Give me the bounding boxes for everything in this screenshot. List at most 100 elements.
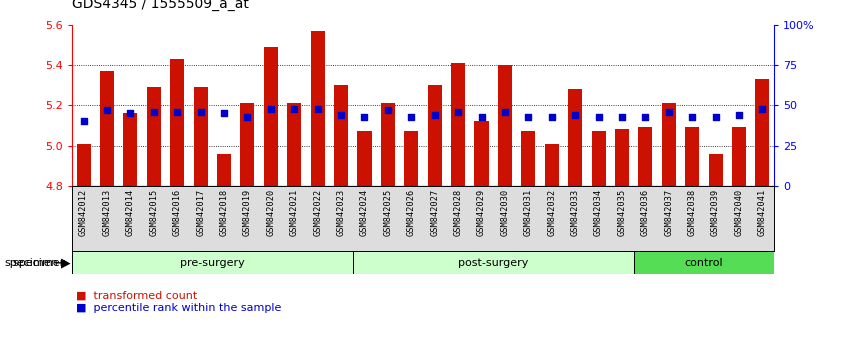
Point bbox=[615, 114, 629, 119]
Text: GSM842020: GSM842020 bbox=[266, 188, 275, 236]
Text: GSM842025: GSM842025 bbox=[383, 188, 393, 236]
Bar bbox=[521, 131, 536, 186]
Text: GSM842017: GSM842017 bbox=[196, 188, 205, 236]
Bar bbox=[358, 131, 371, 186]
Point bbox=[311, 106, 325, 112]
Text: ■  transformed count: ■ transformed count bbox=[76, 291, 197, 301]
Point bbox=[521, 114, 536, 119]
Bar bbox=[685, 127, 699, 186]
Bar bbox=[545, 144, 558, 186]
Bar bbox=[288, 103, 301, 186]
Text: GSM842040: GSM842040 bbox=[734, 188, 744, 236]
Text: GSM842026: GSM842026 bbox=[407, 188, 415, 236]
Text: GSM842038: GSM842038 bbox=[688, 188, 696, 236]
Bar bbox=[170, 59, 184, 186]
Text: specimen: specimen bbox=[4, 258, 58, 268]
Bar bbox=[591, 131, 606, 186]
Bar bbox=[124, 113, 137, 186]
Bar bbox=[498, 65, 512, 186]
Bar bbox=[147, 87, 161, 186]
Point bbox=[358, 114, 371, 119]
Point bbox=[733, 112, 746, 118]
Bar bbox=[240, 103, 255, 186]
Text: control: control bbox=[684, 258, 723, 268]
Point bbox=[100, 107, 113, 113]
Text: ▶: ▶ bbox=[61, 256, 70, 269]
Text: GSM842041: GSM842041 bbox=[758, 188, 766, 236]
Bar bbox=[709, 154, 722, 186]
Bar bbox=[194, 87, 207, 186]
Text: GSM842031: GSM842031 bbox=[524, 188, 533, 236]
Point bbox=[381, 107, 394, 113]
Point bbox=[334, 112, 348, 118]
Bar bbox=[634, 251, 774, 274]
Point bbox=[288, 106, 301, 112]
Text: pre-surgery: pre-surgery bbox=[180, 258, 244, 268]
Text: GSM842015: GSM842015 bbox=[150, 188, 158, 236]
Bar bbox=[77, 144, 91, 186]
Text: GSM842034: GSM842034 bbox=[594, 188, 603, 236]
Point bbox=[194, 109, 207, 115]
Text: GSM842035: GSM842035 bbox=[618, 188, 626, 236]
Bar bbox=[662, 103, 676, 186]
Text: GSM842023: GSM842023 bbox=[337, 188, 345, 236]
Point bbox=[452, 109, 465, 115]
Bar bbox=[334, 85, 348, 186]
Bar bbox=[428, 85, 442, 186]
Point bbox=[709, 114, 722, 119]
Point bbox=[404, 114, 418, 119]
Point bbox=[569, 112, 582, 118]
Point bbox=[639, 114, 652, 119]
Text: GSM842029: GSM842029 bbox=[477, 188, 486, 236]
Point bbox=[591, 114, 605, 119]
Text: GSM842028: GSM842028 bbox=[453, 188, 463, 236]
Bar bbox=[100, 71, 114, 186]
Bar bbox=[615, 130, 629, 186]
Point bbox=[685, 114, 699, 119]
Point bbox=[217, 110, 231, 116]
Text: GSM842021: GSM842021 bbox=[290, 188, 299, 236]
Text: GSM842030: GSM842030 bbox=[501, 188, 509, 236]
Text: GSM842037: GSM842037 bbox=[664, 188, 673, 236]
Bar bbox=[569, 89, 582, 186]
Bar bbox=[732, 127, 746, 186]
Point bbox=[755, 106, 769, 112]
Text: GSM842039: GSM842039 bbox=[711, 188, 720, 236]
Text: GSM842016: GSM842016 bbox=[173, 188, 182, 236]
Point bbox=[545, 114, 558, 119]
Text: GSM842022: GSM842022 bbox=[313, 188, 322, 236]
Text: GSM842033: GSM842033 bbox=[571, 188, 580, 236]
Point bbox=[240, 114, 254, 119]
Text: GSM842027: GSM842027 bbox=[431, 188, 439, 236]
Point bbox=[147, 109, 161, 115]
Text: GSM842024: GSM842024 bbox=[360, 188, 369, 236]
Point bbox=[662, 109, 675, 115]
Bar bbox=[755, 79, 769, 186]
Point bbox=[498, 109, 512, 115]
Bar bbox=[451, 63, 465, 186]
Bar bbox=[475, 121, 488, 186]
Point bbox=[264, 106, 277, 112]
Text: GSM842014: GSM842014 bbox=[126, 188, 135, 236]
Bar bbox=[639, 127, 652, 186]
Bar bbox=[353, 251, 634, 274]
Text: GSM842013: GSM842013 bbox=[102, 188, 112, 236]
Text: GSM842018: GSM842018 bbox=[220, 188, 228, 236]
Text: GSM842012: GSM842012 bbox=[80, 188, 88, 236]
Point bbox=[77, 119, 91, 124]
Bar bbox=[404, 131, 418, 186]
Bar bbox=[264, 47, 277, 186]
Bar bbox=[217, 154, 231, 186]
Text: GDS4345 / 1555509_a_at: GDS4345 / 1555509_a_at bbox=[72, 0, 249, 11]
Bar bbox=[310, 31, 325, 186]
Point bbox=[428, 112, 442, 118]
Bar bbox=[381, 103, 395, 186]
Bar bbox=[72, 251, 353, 274]
Text: specimen: specimen bbox=[13, 258, 70, 268]
Text: GSM842036: GSM842036 bbox=[641, 188, 650, 236]
Text: GSM842032: GSM842032 bbox=[547, 188, 556, 236]
Point bbox=[475, 114, 488, 119]
Text: post-surgery: post-surgery bbox=[458, 258, 529, 268]
Point bbox=[124, 110, 137, 116]
Text: GSM842019: GSM842019 bbox=[243, 188, 252, 236]
